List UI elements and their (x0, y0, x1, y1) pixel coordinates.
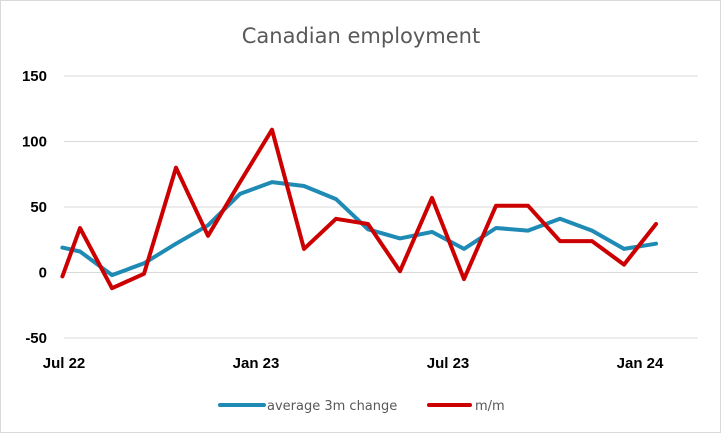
x-tick-label: Jul 23 (427, 355, 470, 372)
y-tick-label: 150 (22, 68, 47, 85)
series-line-m-m (60, 127, 658, 291)
series-line-average-3m-change (60, 180, 658, 278)
legend: average 3m change m/m (218, 399, 505, 414)
y-tick-label: 0 (39, 265, 47, 282)
x-axis-ticks: Jul 22 Jan 23 Jul 23 Jan 24 (43, 355, 664, 372)
legend-item-m-m: m/m (427, 399, 505, 414)
x-tick-label: Jul 22 (43, 355, 86, 372)
y-tick-label: 50 (30, 199, 47, 216)
legend-label-average-3m-change: average 3m change (267, 399, 397, 414)
x-tick-label: Jan 24 (617, 355, 664, 372)
legend-item-average-3m-change: average 3m change (218, 399, 397, 414)
x-tick-label: Jan 23 (233, 355, 280, 372)
y-axis-ticks: -50 0 50 100 150 (22, 68, 47, 347)
chart-title: Canadian employment (242, 24, 480, 48)
y-tick-label: 100 (22, 134, 47, 151)
gridlines (64, 75, 698, 339)
y-tick-label: -50 (25, 330, 47, 347)
legend-label-m-m: m/m (475, 399, 505, 414)
series-lines (60, 127, 658, 291)
